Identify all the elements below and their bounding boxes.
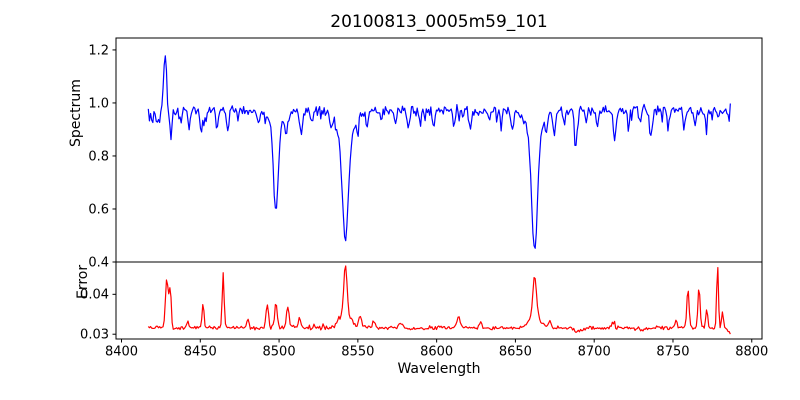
x-tick-label: 8800 (735, 345, 768, 360)
spectrum-line (147, 55, 731, 249)
y-tick-label: 0.03 (80, 328, 109, 343)
x-tick-label: 8700 (578, 345, 611, 360)
x-tick-label: 8600 (420, 345, 453, 360)
y-tick-label: 1.0 (88, 96, 109, 111)
x-tick-label: 8450 (184, 345, 217, 360)
y-tick-label: 0.04 (80, 288, 109, 303)
x-tick-label: 8650 (499, 345, 532, 360)
x-tick-label: 8400 (105, 345, 138, 360)
y-tick-label: 1.2 (88, 43, 109, 58)
x-axis-label: Wavelength (397, 361, 481, 377)
y-tick-label: 0.8 (88, 149, 109, 164)
y-tick-label: 0.4 (88, 255, 109, 270)
x-tick-label: 8750 (656, 345, 689, 360)
chart-title: 20100813_0005m59_101 (330, 12, 548, 32)
error-line (147, 265, 731, 335)
bottom-panel-frame (115, 261, 763, 340)
x-tick-label: 8500 (263, 345, 296, 360)
x-tick-label: 8550 (341, 345, 374, 360)
y-tick-label: 0.6 (88, 202, 109, 217)
